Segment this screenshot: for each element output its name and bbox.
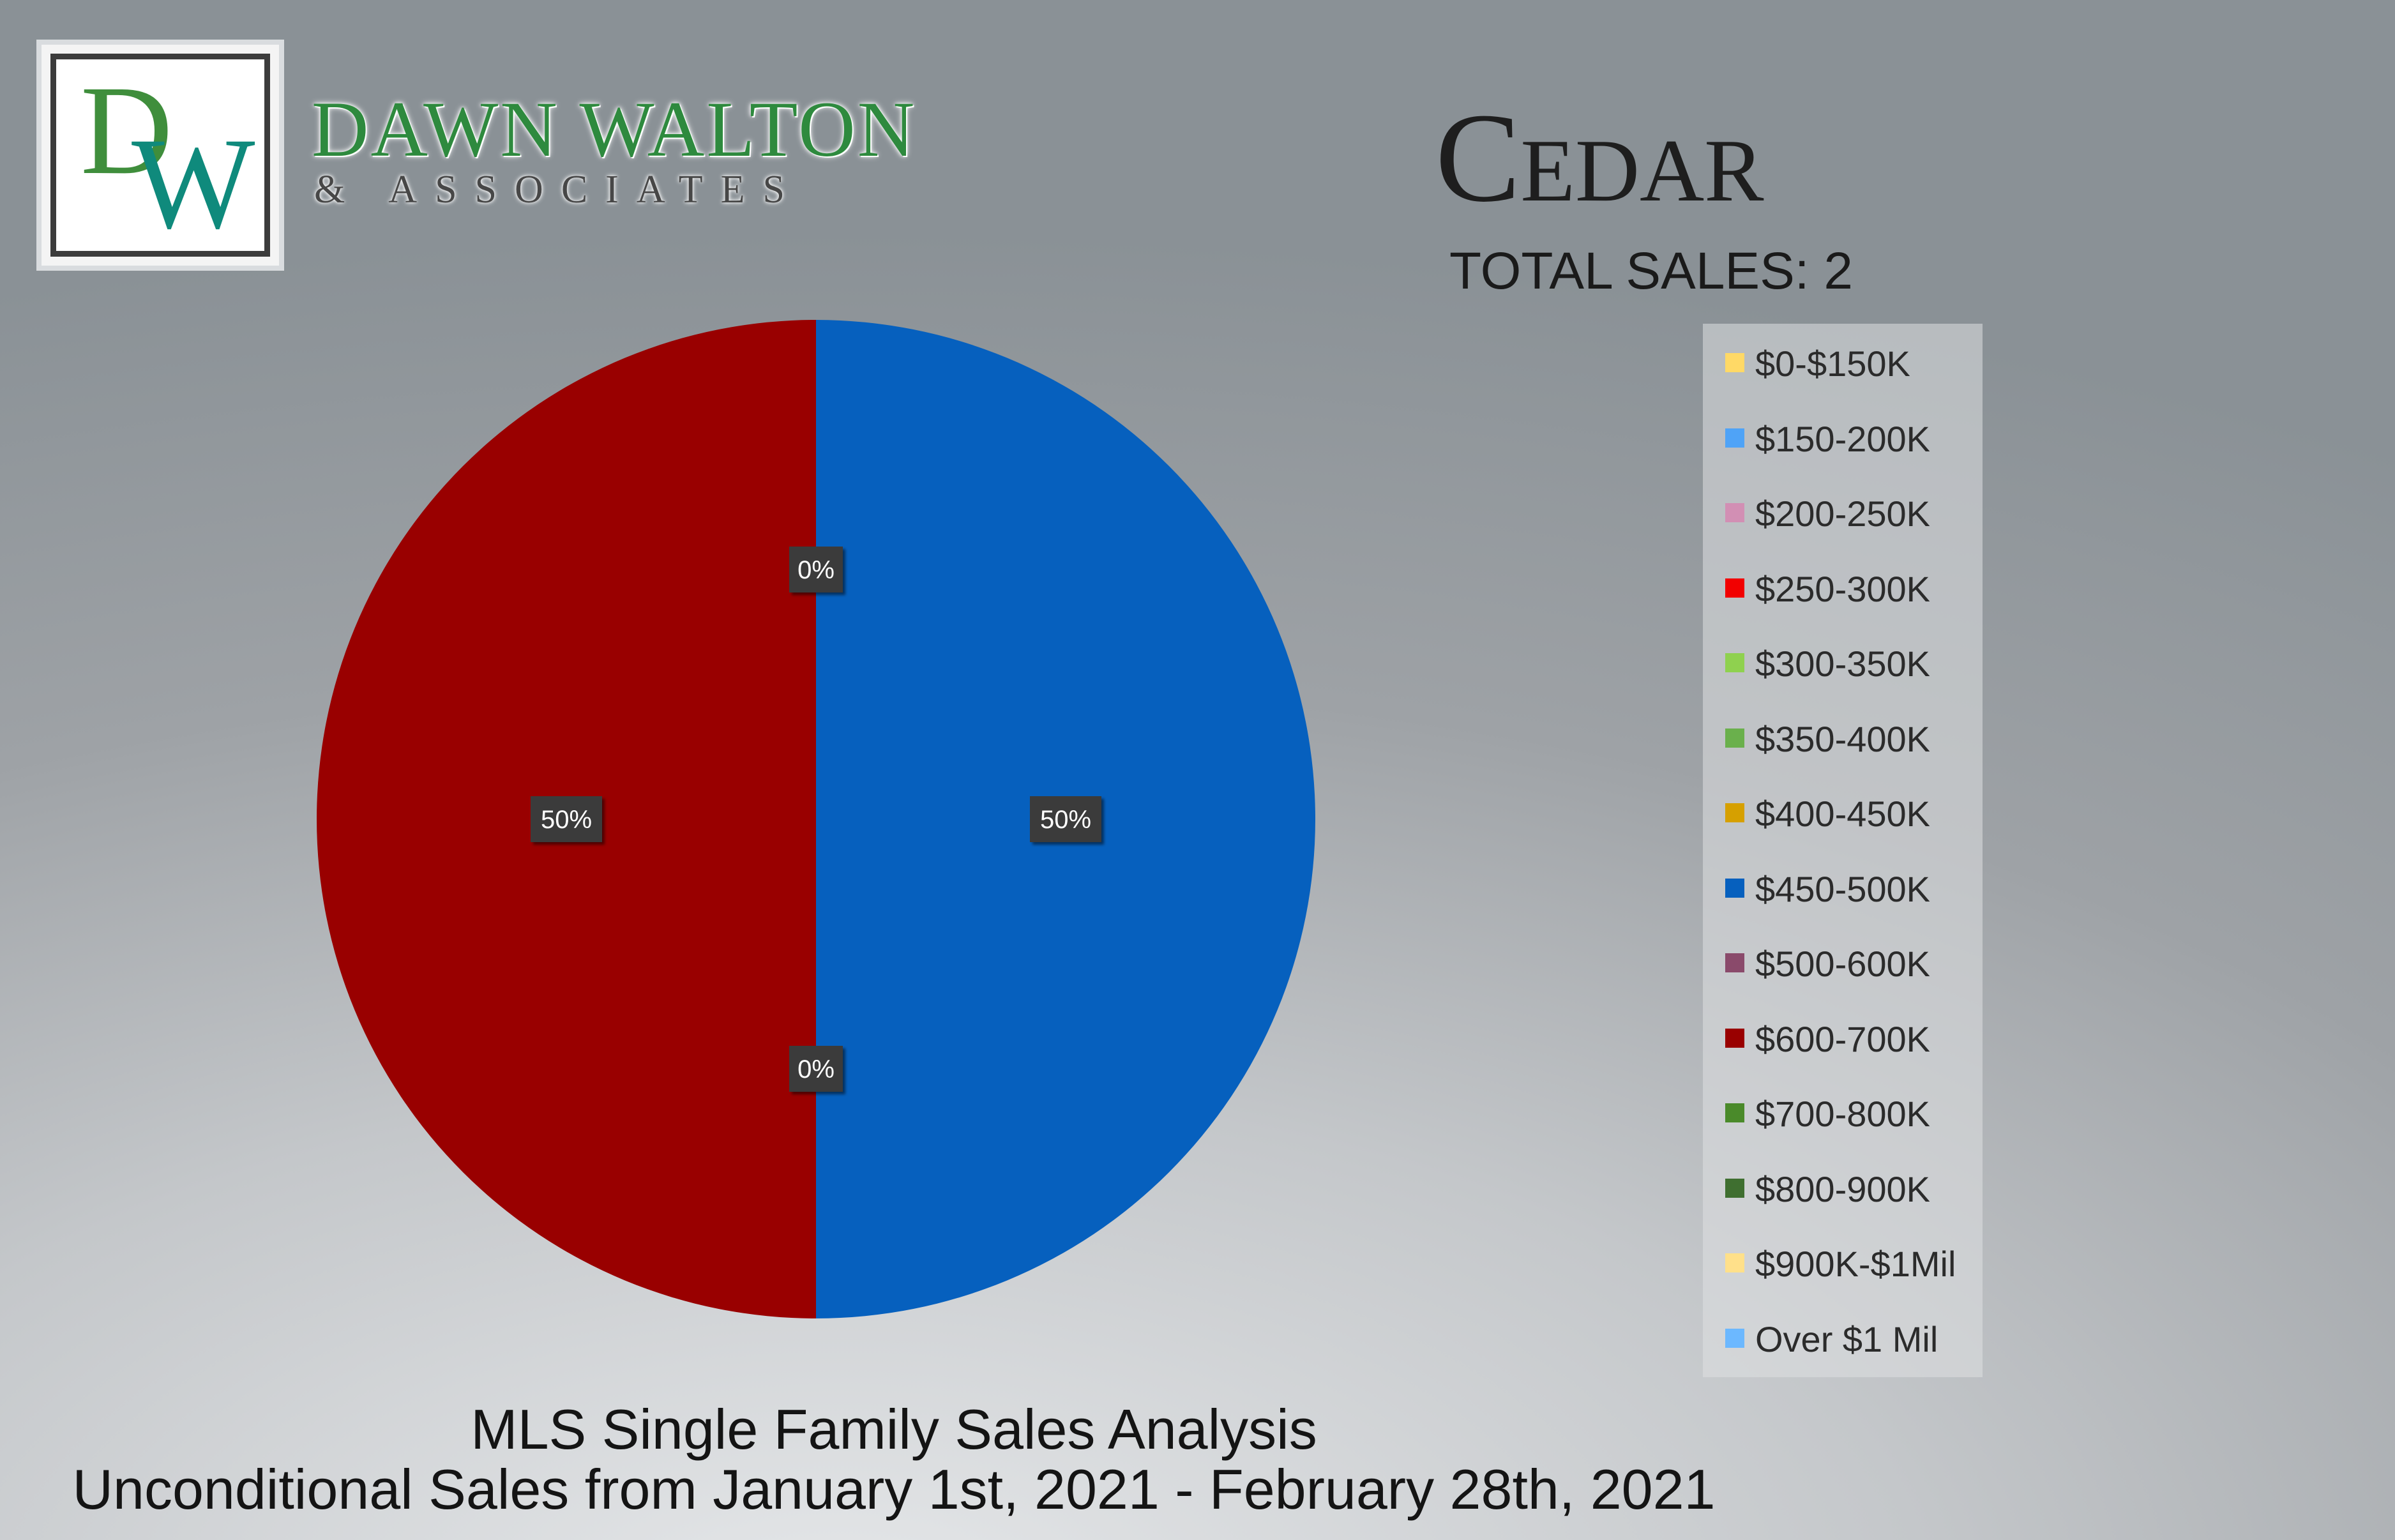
legend-item: $500-600K xyxy=(1703,937,1983,988)
legend-item: $600-700K xyxy=(1703,1012,1983,1063)
data-label: 0% xyxy=(789,1046,843,1092)
legend-swatch xyxy=(1725,953,1744,972)
data-label: 0% xyxy=(789,547,843,593)
legend-item: $0-$150K xyxy=(1703,336,1983,388)
logo-frame: D W xyxy=(50,54,270,257)
legend-label: $800-900K xyxy=(1755,1168,1931,1209)
data-label-text: 50% xyxy=(1040,806,1091,834)
legend-label: $900K-$1Mil xyxy=(1755,1244,1956,1284)
logo-letter-d: D xyxy=(80,60,173,201)
chart-title: Cedar xyxy=(1435,87,1764,229)
legend-item: $450-500K xyxy=(1703,862,1983,913)
legend-swatch xyxy=(1725,653,1744,672)
logo-letter-w: W xyxy=(132,111,255,256)
brand-name: DAWN WALTON xyxy=(312,86,917,173)
legend-label: Over $1 Mil xyxy=(1755,1318,1938,1359)
data-label: 50% xyxy=(531,796,602,842)
legend-swatch xyxy=(1725,728,1744,748)
footer-date-range: Unconditional Sales from January 1st, 20… xyxy=(72,1458,1716,1521)
total-sales: TOTAL SALES: 2 xyxy=(1449,242,1853,300)
legend-swatch xyxy=(1725,1028,1744,1048)
data-label-text: 0% xyxy=(797,556,835,584)
legend-swatch xyxy=(1725,353,1744,372)
legend-label: $350-400K xyxy=(1755,718,1931,759)
legend-label: $150-200K xyxy=(1755,418,1931,459)
data-label-text: 0% xyxy=(797,1055,835,1083)
legend-item: Over $1 Mil xyxy=(1703,1312,1983,1363)
data-label-text: 50% xyxy=(541,806,592,834)
legend-item: $400-450K xyxy=(1703,787,1983,838)
legend-item: $250-300K xyxy=(1703,562,1983,613)
legend-swatch xyxy=(1725,878,1744,898)
legend-label: $0-$150K xyxy=(1755,343,1910,384)
logo: D W xyxy=(36,40,284,271)
legend-swatch xyxy=(1725,503,1744,522)
legend-label: $700-800K xyxy=(1755,1094,1931,1134)
legend-item: $300-350K xyxy=(1703,637,1983,688)
legend-swatch xyxy=(1725,1178,1744,1198)
legend-label: $400-450K xyxy=(1755,794,1931,834)
legend-swatch xyxy=(1725,1253,1744,1272)
legend-label: $300-350K xyxy=(1755,644,1931,684)
data-label: 50% xyxy=(1030,796,1101,842)
legend-item: $150-200K xyxy=(1703,412,1983,463)
legend-item: $350-400K xyxy=(1703,712,1983,763)
legend-item: $900K-$1Mil xyxy=(1703,1237,1983,1288)
legend-label: $250-300K xyxy=(1755,568,1931,609)
legend-label: $500-600K xyxy=(1755,944,1931,984)
legend-label: $450-500K xyxy=(1755,868,1931,909)
legend-item: $700-800K xyxy=(1703,1087,1983,1138)
footer-title: MLS Single Family Sales Analysis xyxy=(471,1398,1317,1461)
legend-swatch xyxy=(1725,1328,1744,1348)
legend-item: $200-250K xyxy=(1703,487,1983,538)
legend-label: $600-700K xyxy=(1755,1018,1931,1059)
legend-swatch xyxy=(1725,803,1744,822)
legend-item: $800-900K xyxy=(1703,1162,1983,1213)
legend-swatch xyxy=(1725,578,1744,598)
brand-subtitle: & ASSOCIATES xyxy=(314,168,803,211)
legend: $0-$150K $150-200K $200-250K $250-300K $300-… xyxy=(1703,324,1983,1377)
legend-swatch xyxy=(1725,1103,1744,1122)
legend-label: $200-250K xyxy=(1755,494,1931,534)
legend-swatch xyxy=(1725,428,1744,448)
